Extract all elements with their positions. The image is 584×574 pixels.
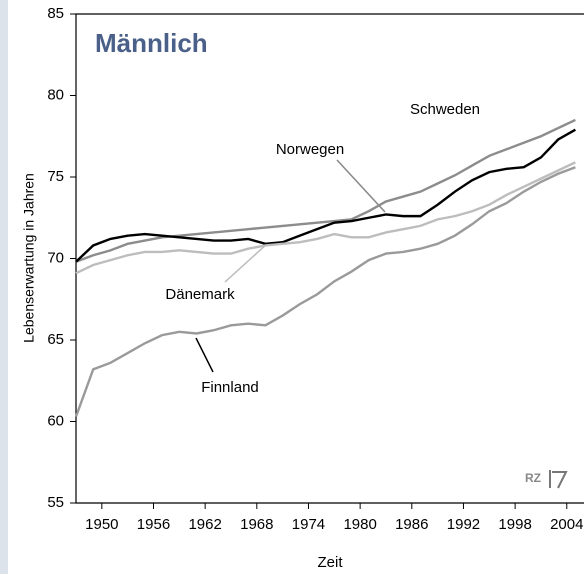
y-axis-label: Lebenserwartung in Jahren <box>21 173 37 343</box>
y-tick-label: 80 <box>47 86 64 103</box>
series-label: Norwegen <box>276 141 344 158</box>
leader-line <box>336 159 386 213</box>
series-label: Schweden <box>410 101 480 118</box>
plot-frame <box>75 13 584 504</box>
x-tick-label: 1974 <box>292 516 325 533</box>
x-tick-label: 1986 <box>395 516 428 533</box>
x-tick-label: 1980 <box>343 516 376 533</box>
chart-title: Männlich <box>95 28 208 58</box>
x-tick-label: 1962 <box>188 516 221 533</box>
y-tick-label: 75 <box>47 168 64 185</box>
leader-line <box>195 337 214 373</box>
y-tick-label: 60 <box>47 412 64 429</box>
y-tick-label: 65 <box>47 331 64 348</box>
y-tick-label: 85 <box>47 5 64 22</box>
side-strip <box>0 0 8 574</box>
x-tick-label: 2004 <box>550 516 583 533</box>
x-tick-label: 1998 <box>498 516 531 533</box>
logo-text: RZ <box>525 471 541 485</box>
line-series <box>75 161 576 275</box>
leader-line <box>224 242 269 283</box>
logo-icon <box>549 470 568 489</box>
line-series <box>75 128 576 263</box>
x-tick-label: 1968 <box>240 516 273 533</box>
x-axis-label: Zeit <box>317 554 343 571</box>
x-tick-label: 1956 <box>137 516 170 533</box>
y-tick-label: 70 <box>47 249 64 266</box>
x-tick-label: 1950 <box>85 516 118 533</box>
line-series <box>74 166 576 418</box>
x-tick-label: 1992 <box>447 516 480 533</box>
series-label: Finnland <box>201 379 259 396</box>
y-tick-label: 55 <box>47 494 64 511</box>
series-label: Dänemark <box>165 286 235 303</box>
line-series <box>75 118 576 263</box>
